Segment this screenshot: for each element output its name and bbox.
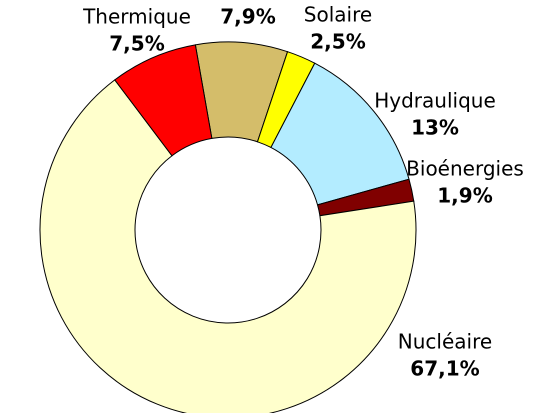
slice (39, 79, 417, 413)
slice-label: Nucléaire (398, 330, 492, 354)
value-label: 67,1% (410, 357, 479, 381)
slice-label: Hydraulique (374, 89, 496, 113)
value-label: 7,9% (220, 5, 275, 29)
value-label: 7,5% (109, 32, 164, 56)
slice (114, 44, 213, 157)
value-label: 2,5% (310, 30, 365, 54)
value-label: 13% (411, 116, 459, 140)
slice-label: Thermique (82, 5, 191, 29)
slice-label: Bioénergies (406, 157, 524, 181)
slice-label: Solaire (304, 3, 372, 27)
value-label: 1,9% (437, 184, 492, 208)
